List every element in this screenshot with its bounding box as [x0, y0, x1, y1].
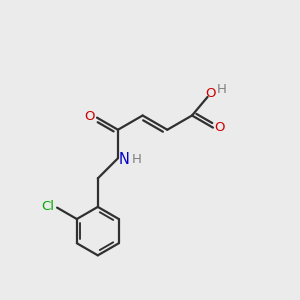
- Text: H: H: [132, 153, 142, 166]
- Text: Cl: Cl: [42, 200, 55, 213]
- Text: N: N: [119, 152, 130, 167]
- Text: O: O: [205, 87, 216, 100]
- Text: O: O: [214, 121, 225, 134]
- Text: H: H: [217, 83, 227, 96]
- Text: O: O: [84, 110, 95, 123]
